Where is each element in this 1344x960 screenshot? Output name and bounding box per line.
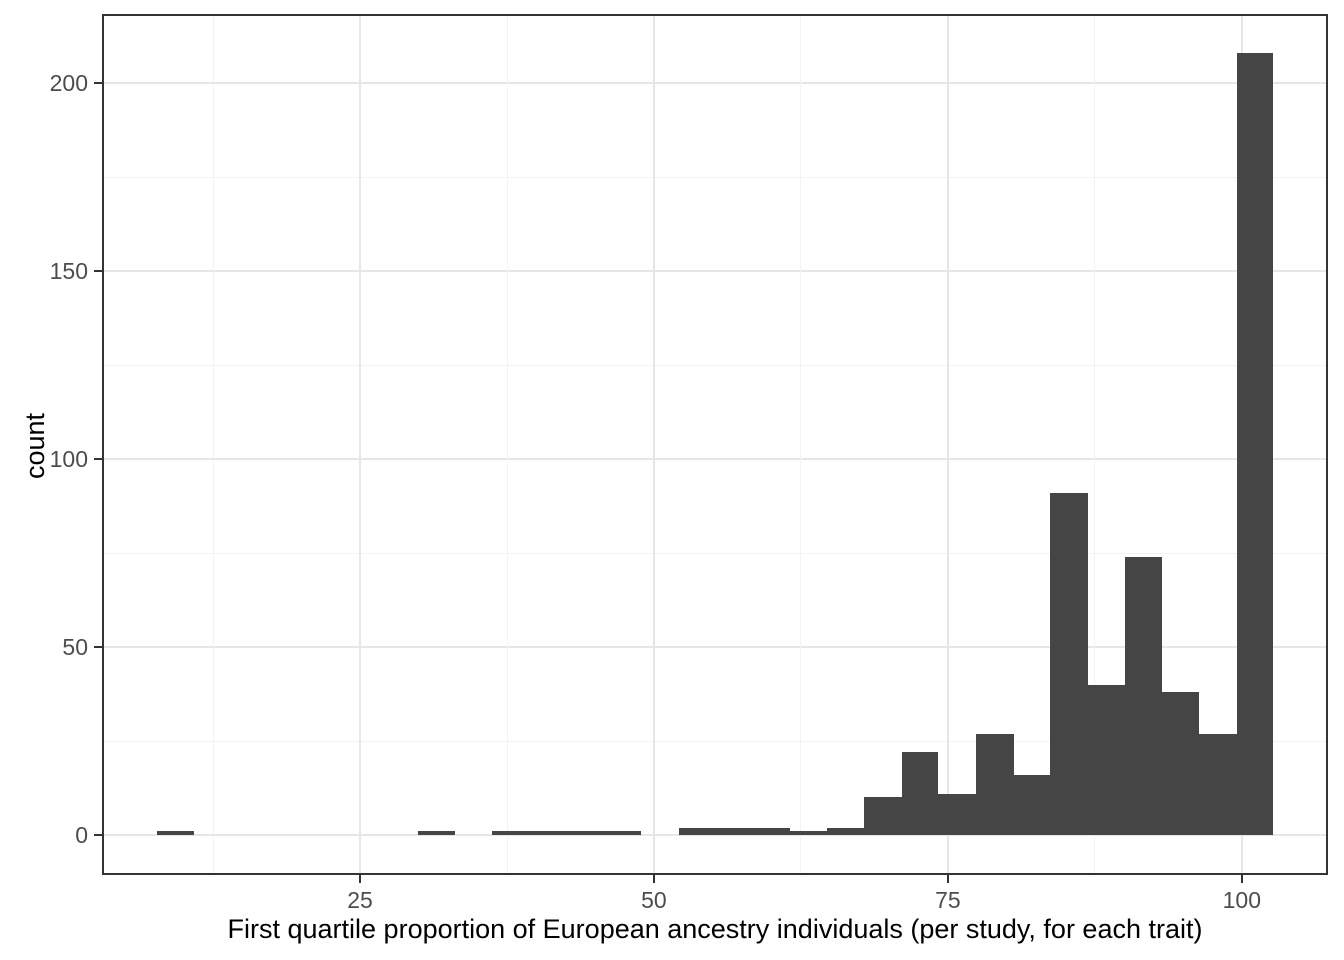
histogram-bar: [1237, 53, 1274, 835]
y-minor-gridline: [102, 740, 1328, 742]
x-minor-gridline: [212, 14, 214, 875]
histogram-bar: [417, 831, 456, 835]
x-minor-gridline: [1094, 14, 1096, 875]
y-major-gridline: [102, 82, 1328, 85]
x-tick-mark: [359, 875, 361, 883]
y-axis-title: count: [20, 412, 50, 480]
y-tick-mark: [94, 82, 102, 85]
histogram-bar: [715, 827, 753, 835]
y-tick-label: 200: [49, 70, 88, 97]
y-major-gridline: [102, 458, 1328, 461]
x-minor-gridline: [800, 14, 802, 875]
x-major-gridline: [359, 14, 361, 875]
histogram-bar: [902, 752, 939, 835]
histogram-bar: [1087, 684, 1126, 835]
histogram-bar: [826, 827, 865, 835]
y-minor-gridline: [102, 552, 1328, 554]
y-tick-mark: [94, 458, 102, 461]
y-tick-mark: [94, 834, 102, 836]
histogram-bar: [1161, 692, 1200, 835]
histogram-bar: [752, 827, 791, 835]
x-tick-mark: [652, 875, 655, 883]
y-tick-mark: [94, 646, 102, 649]
x-tick-label: 50: [641, 887, 667, 913]
y-major-gridline: [102, 270, 1328, 273]
histogram-bar: [1013, 774, 1051, 835]
y-tick-mark: [94, 270, 102, 273]
histogram-bar: [156, 831, 195, 835]
x-tick-label: 25: [347, 887, 373, 913]
x-tick-mark: [1240, 875, 1243, 883]
y-tick-label: 50: [62, 634, 88, 661]
histogram-bar: [603, 831, 641, 835]
histogram-bar: [1125, 556, 1162, 835]
x-tick-label: 75: [935, 887, 961, 913]
y-tick-label: 150: [49, 258, 88, 285]
histogram-bar: [864, 797, 902, 835]
y-major-gridline: [102, 834, 1328, 836]
histogram-bar: [976, 733, 1014, 835]
histogram-bar: [938, 793, 976, 835]
histogram-bar: [678, 827, 715, 835]
x-major-gridline: [946, 14, 949, 875]
x-tick-mark: [946, 875, 949, 883]
histogram-bar: [1050, 493, 1088, 835]
y-major-gridline: [102, 646, 1328, 649]
x-axis-title: First quartile proportion of European an…: [227, 914, 1203, 944]
histogram-bar: [491, 831, 530, 835]
y-tick-label: 100: [49, 446, 88, 473]
x-minor-gridline: [506, 14, 508, 875]
histogram-bar: [790, 831, 827, 835]
x-major-gridline: [652, 14, 655, 875]
histogram-bar: [1199, 733, 1237, 835]
y-minor-gridline: [102, 364, 1328, 366]
histogram-bar: [566, 831, 604, 835]
y-minor-gridline: [102, 176, 1328, 178]
x-tick-label: 100: [1222, 887, 1261, 913]
y-tick-label: 0: [75, 822, 88, 848]
histogram-bar: [529, 831, 567, 835]
